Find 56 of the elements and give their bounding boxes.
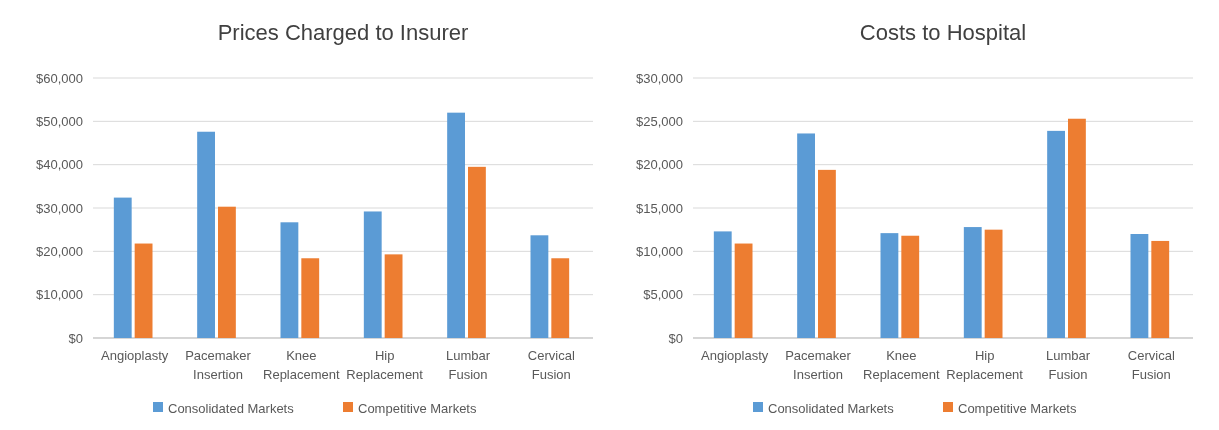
bar	[963, 227, 982, 338]
bar	[1068, 118, 1086, 338]
bar	[818, 169, 836, 338]
bar	[1151, 240, 1170, 338]
y-tick-label: $5,000	[643, 287, 683, 303]
y-tick-label: $25,000	[636, 113, 683, 129]
x-tick-label: Hip Replacement	[946, 348, 1024, 382]
x-tick-label: Lumbar Fusion	[445, 348, 491, 382]
y-tick-label: $20,000	[36, 243, 83, 259]
x-tick-label: Pacemaker Insertion	[785, 348, 852, 382]
x-tick-label: Hip Replacement	[346, 348, 424, 382]
y-tick-label: $10,000	[636, 243, 683, 259]
bar	[280, 222, 299, 338]
bar	[901, 235, 920, 338]
bar	[468, 166, 486, 338]
bar	[197, 131, 215, 338]
x-tick-label: Lumbar Fusion	[1045, 348, 1091, 382]
chart-title: Costs to Hospital	[859, 20, 1027, 45]
legend-label: Competitive Markets	[958, 400, 1077, 416]
bar	[1130, 234, 1149, 338]
x-tick-label: Knee Replacement	[263, 348, 341, 382]
y-tick-label: $60,000	[36, 70, 83, 86]
bar	[530, 235, 549, 338]
bar	[1047, 130, 1065, 338]
bar	[363, 211, 382, 338]
y-tick-label: $0	[668, 330, 683, 346]
y-tick-label: $50,000	[36, 113, 83, 129]
legend-label: Consolidated Markets	[768, 400, 895, 416]
y-tick-label: $0	[68, 330, 83, 346]
bar	[113, 197, 132, 338]
bar	[984, 229, 1003, 338]
legend-label: Consolidated Markets	[168, 400, 295, 416]
y-tick-label: $30,000	[636, 70, 683, 86]
bar	[713, 231, 732, 338]
y-tick-label: $20,000	[636, 157, 683, 173]
chart-title: Prices Charged to Insurer	[217, 20, 469, 45]
bar	[301, 258, 320, 338]
x-tick-label: Cervical Fusion	[527, 348, 575, 382]
y-tick-label: $30,000	[36, 200, 83, 216]
x-tick-label: Knee Replacement	[863, 348, 941, 382]
bar	[551, 258, 570, 338]
bar	[880, 233, 899, 338]
x-tick-label: Cervical Fusion	[1127, 348, 1175, 382]
x-tick-label: Pacemaker Insertion	[185, 348, 252, 382]
x-tick-label: Angioplasty	[701, 348, 769, 363]
y-tick-label: $40,000	[36, 157, 83, 173]
x-tick-label: Angioplasty	[101, 348, 169, 363]
bar	[447, 112, 465, 338]
bar	[134, 243, 153, 338]
bar	[218, 206, 236, 338]
bar	[797, 133, 815, 338]
bar	[384, 254, 403, 338]
y-tick-label: $15,000	[636, 200, 683, 216]
bar	[734, 243, 753, 338]
y-tick-label: $10,000	[36, 287, 83, 303]
legend-label: Competitive Markets	[358, 400, 477, 416]
